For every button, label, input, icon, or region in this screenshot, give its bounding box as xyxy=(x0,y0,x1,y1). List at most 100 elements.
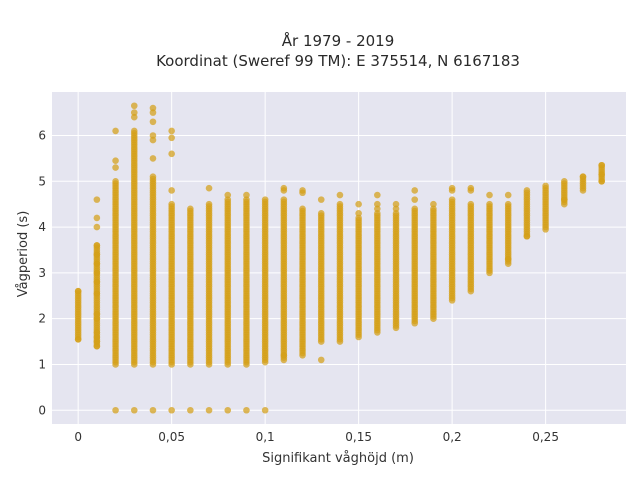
data-point xyxy=(93,242,101,249)
data-point xyxy=(430,200,437,208)
data-point xyxy=(74,287,82,295)
data-point xyxy=(355,210,362,217)
data-point xyxy=(149,406,157,414)
data-point xyxy=(542,182,549,190)
data-point xyxy=(243,196,250,203)
data-point xyxy=(130,102,138,110)
y-tick-label: 5 xyxy=(38,174,46,188)
data-point xyxy=(280,196,288,203)
y-tick-label: 3 xyxy=(38,266,46,280)
data-point xyxy=(579,173,587,181)
points-layer xyxy=(74,102,605,414)
data-point xyxy=(374,191,381,199)
data-point xyxy=(317,196,325,203)
chart-title-line2: Koordinat (Sweref 99 TM): E 375514, N 61… xyxy=(156,52,520,70)
data-point xyxy=(411,196,419,203)
data-point xyxy=(504,200,512,208)
data-point xyxy=(149,136,157,144)
data-point xyxy=(205,406,213,414)
data-point xyxy=(187,406,194,414)
data-point xyxy=(168,127,175,135)
data-point xyxy=(598,177,605,185)
data-point xyxy=(523,187,531,194)
data-point xyxy=(299,187,306,194)
y-axis-ticks: 0 1 2 3 4 5 6 xyxy=(38,129,46,418)
data-point xyxy=(149,109,157,116)
data-point xyxy=(205,184,213,192)
data-point xyxy=(112,164,119,171)
data-point xyxy=(93,251,101,258)
data-point xyxy=(130,113,138,121)
data-point xyxy=(112,157,119,164)
data-point xyxy=(317,210,325,217)
data-point xyxy=(355,200,362,208)
data-point xyxy=(112,406,119,414)
data-point xyxy=(448,196,456,203)
data-point xyxy=(130,109,138,116)
data-point xyxy=(93,260,101,268)
data-point xyxy=(93,329,101,336)
x-tick-label: 0,2 xyxy=(443,430,462,444)
data-point xyxy=(560,177,568,185)
data-point xyxy=(149,104,157,112)
data-point xyxy=(336,191,344,199)
data-point xyxy=(168,406,175,414)
y-axis-title: Vågperiod (s) xyxy=(16,211,31,298)
data-point xyxy=(168,134,175,142)
data-point xyxy=(336,200,344,208)
x-tick-label: 0,25 xyxy=(532,430,559,444)
data-point xyxy=(187,205,194,213)
data-point xyxy=(93,333,101,341)
data-point xyxy=(93,223,101,231)
data-point xyxy=(93,342,101,350)
data-point xyxy=(280,352,288,359)
data-point xyxy=(542,226,549,233)
data-point xyxy=(168,187,175,194)
data-point xyxy=(392,210,400,217)
data-point xyxy=(317,356,325,364)
data-point xyxy=(374,205,381,213)
data-point xyxy=(93,214,101,222)
data-point xyxy=(411,205,419,213)
data-point xyxy=(93,196,101,203)
data-point xyxy=(168,200,175,208)
data-point xyxy=(149,118,157,126)
x-tick-label: 0,05 xyxy=(158,430,185,444)
data-point xyxy=(149,155,157,162)
data-point xyxy=(93,290,101,297)
x-tick-label: 0,15 xyxy=(345,430,372,444)
data-point xyxy=(243,191,250,199)
data-point xyxy=(560,196,568,203)
x-tick-label: 0,1 xyxy=(256,430,275,444)
data-point xyxy=(205,200,213,208)
data-point xyxy=(261,196,269,203)
data-point xyxy=(392,200,400,208)
x-axis-title: Signifikant våghöjd (m) xyxy=(262,451,414,466)
data-point xyxy=(448,184,456,192)
y-tick-label: 6 xyxy=(38,129,46,143)
y-tick-label: 2 xyxy=(38,312,46,326)
data-point xyxy=(374,200,381,208)
data-point xyxy=(486,191,493,199)
data-point xyxy=(74,335,82,343)
data-point xyxy=(467,184,475,192)
data-point xyxy=(93,315,101,322)
data-point xyxy=(149,132,157,139)
data-point xyxy=(411,187,419,194)
x-axis-ticks: 0 0,05 0,1 0,15 0,2 0,25 xyxy=(74,430,559,444)
data-point xyxy=(430,205,437,213)
data-point xyxy=(280,184,288,192)
data-point xyxy=(93,310,101,318)
data-point xyxy=(299,205,306,213)
data-point xyxy=(224,406,232,414)
data-point xyxy=(93,338,101,345)
data-point xyxy=(243,406,250,414)
data-point xyxy=(261,406,269,414)
data-point xyxy=(392,205,400,213)
data-point xyxy=(224,196,232,203)
y-tick-label: 0 xyxy=(38,403,46,417)
data-point xyxy=(93,269,101,277)
data-point xyxy=(598,161,605,169)
